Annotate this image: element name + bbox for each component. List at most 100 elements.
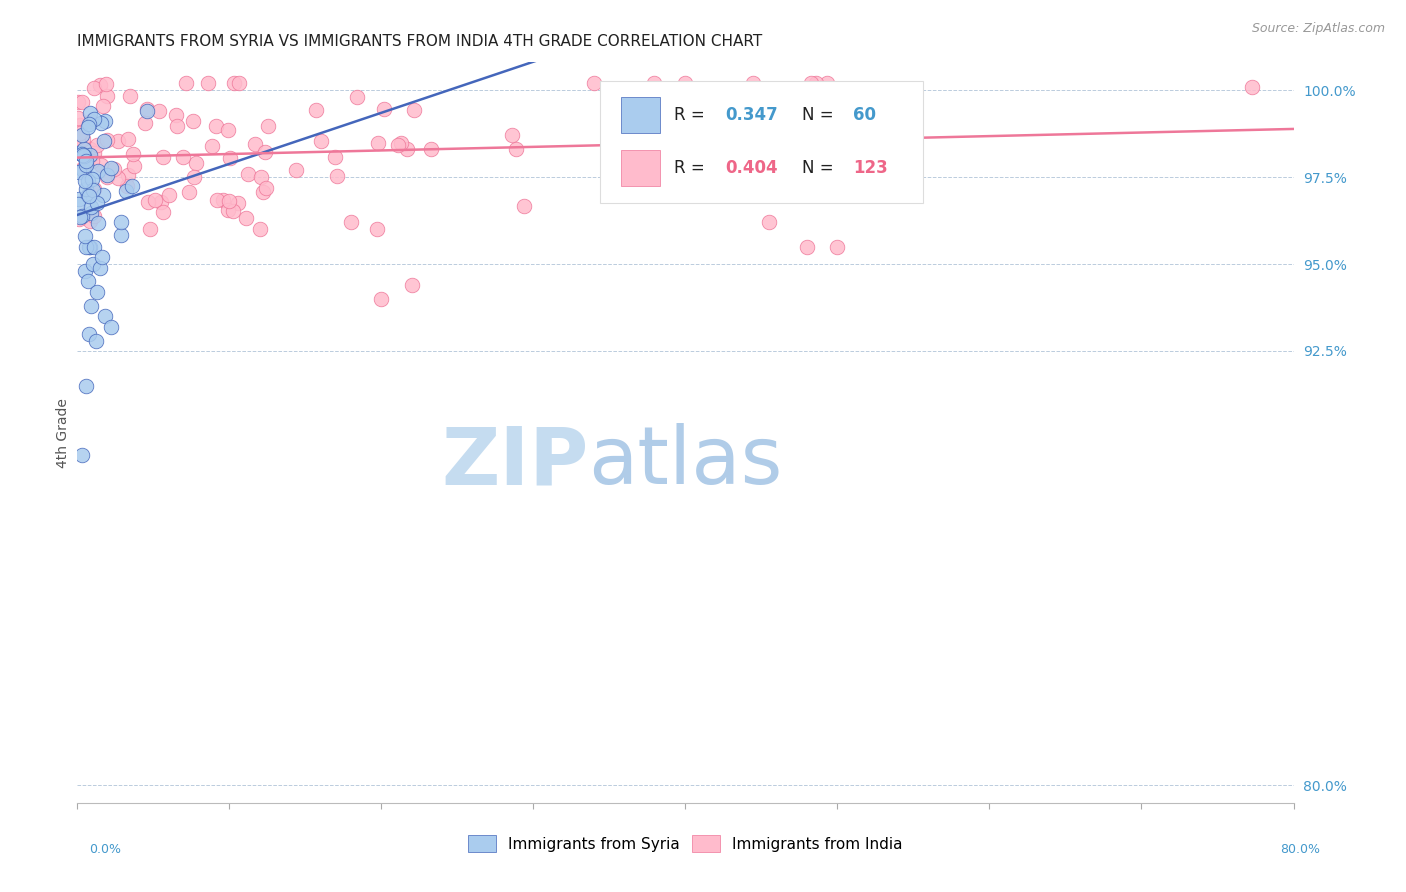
- Point: [758, 215, 780, 229]
- Point: [96, 88, 118, 103]
- Point: [73, 264, 96, 278]
- Point: [165, 108, 187, 122]
- Point: [90, 250, 112, 264]
- Point: [67, 192, 90, 206]
- Point: [79, 106, 101, 120]
- Text: 0.404: 0.404: [725, 159, 778, 177]
- Point: [172, 150, 194, 164]
- Point: [69, 211, 91, 226]
- Point: [73, 149, 96, 163]
- Point: [72, 161, 94, 175]
- Point: [643, 76, 665, 90]
- Point: [77, 274, 100, 288]
- Point: [201, 138, 224, 153]
- Point: [217, 123, 239, 137]
- Point: [79, 326, 101, 341]
- Text: 80.0%: 80.0%: [1281, 843, 1320, 856]
- Point: [70, 95, 93, 109]
- Point: [84, 334, 107, 348]
- Point: [136, 103, 159, 118]
- Point: [387, 138, 409, 153]
- Point: [804, 76, 827, 90]
- Point: [370, 292, 392, 306]
- Point: [134, 116, 156, 130]
- Point: [107, 171, 129, 186]
- Point: [309, 134, 332, 148]
- Point: [72, 148, 94, 162]
- Point: [82, 153, 104, 168]
- Point: [79, 148, 101, 162]
- Point: [373, 102, 395, 116]
- Point: [72, 131, 94, 145]
- Point: [117, 168, 139, 182]
- Point: [117, 132, 139, 146]
- Point: [254, 145, 277, 159]
- Point: [228, 76, 250, 90]
- Point: [96, 77, 118, 91]
- Point: [83, 240, 105, 254]
- Point: [83, 112, 105, 126]
- Point: [77, 117, 100, 131]
- Point: [79, 142, 101, 156]
- Point: [179, 185, 201, 199]
- Point: [72, 142, 94, 156]
- Point: [86, 285, 108, 299]
- Point: [83, 146, 105, 161]
- Point: [751, 131, 773, 145]
- Point: [73, 229, 96, 244]
- Point: [69, 129, 91, 144]
- Point: [157, 187, 180, 202]
- Point: [249, 222, 271, 236]
- Point: [70, 210, 93, 224]
- Text: 0.0%: 0.0%: [90, 843, 121, 856]
- Text: 60: 60: [853, 106, 876, 124]
- Text: ZIP: ZIP: [441, 423, 588, 501]
- Text: IMMIGRANTS FROM SYRIA VS IMMIGRANTS FROM INDIA 4TH GRADE CORRELATION CHART: IMMIGRANTS FROM SYRIA VS IMMIGRANTS FROM…: [77, 34, 762, 49]
- Point: [205, 193, 228, 207]
- Point: [86, 138, 108, 153]
- Point: [67, 165, 90, 179]
- Point: [115, 178, 138, 193]
- Point: [143, 193, 166, 207]
- Bar: [621, 150, 659, 186]
- Point: [79, 214, 101, 228]
- Point: [121, 179, 143, 194]
- Point: [815, 76, 838, 90]
- Point: [91, 188, 114, 202]
- Text: N =: N =: [803, 106, 839, 124]
- Point: [82, 183, 104, 197]
- Point: [110, 227, 132, 242]
- Point: [152, 150, 174, 164]
- Point: [93, 134, 115, 148]
- Point: [77, 189, 100, 203]
- Point: [83, 81, 105, 95]
- Point: [742, 76, 765, 90]
- Point: [1241, 79, 1264, 94]
- Point: [75, 158, 97, 172]
- Point: [122, 146, 145, 161]
- Point: [79, 240, 101, 254]
- Point: [66, 95, 89, 109]
- Point: [77, 240, 100, 254]
- Point: [796, 240, 818, 254]
- Point: [96, 168, 118, 182]
- Point: [396, 142, 419, 156]
- Point: [86, 216, 108, 230]
- Point: [75, 154, 97, 169]
- Point: [501, 128, 523, 143]
- Point: [90, 158, 112, 172]
- Point: [80, 171, 103, 186]
- Point: [326, 169, 349, 183]
- Point: [236, 167, 259, 181]
- Point: [75, 240, 97, 254]
- Point: [582, 76, 605, 90]
- Point: [149, 194, 172, 209]
- Point: [513, 199, 536, 213]
- Point: [249, 170, 271, 185]
- Text: R =: R =: [675, 106, 710, 124]
- Point: [323, 150, 346, 164]
- Point: [148, 103, 170, 118]
- Point: [779, 103, 801, 118]
- Point: [181, 114, 204, 128]
- Y-axis label: 4th Grade: 4th Grade: [56, 398, 70, 467]
